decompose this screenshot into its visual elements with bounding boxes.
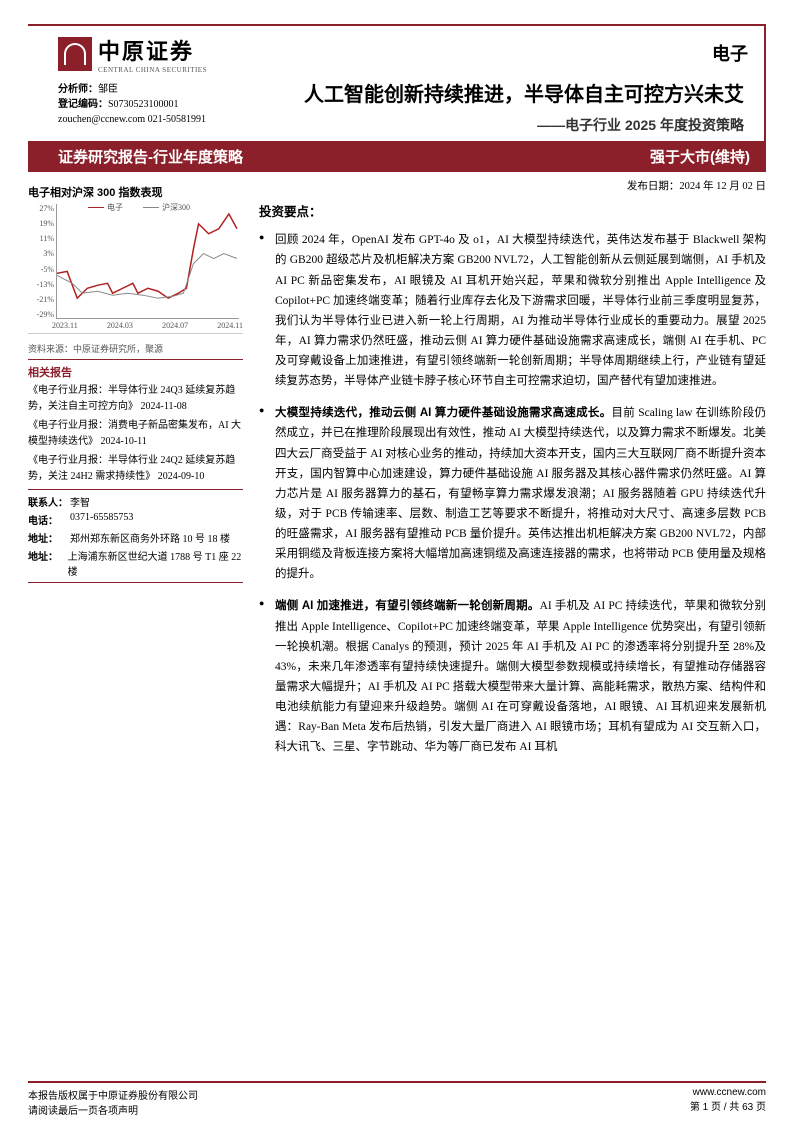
analyst-name: 邹臣 [98,84,118,95]
redbar-right: 强于大市(维持) [650,146,750,167]
contact-name: 李智 [70,494,90,509]
red-bar: 证券研究报告-行业年度策略 强于大市(维持) [28,141,766,172]
bullet-item: 大模型持续迭代，推动云侧 AI 算力硬件基础设施需求高速成长。目前 Scalin… [259,403,766,584]
tel-label: 电话： [28,512,70,527]
logo-text-cn: 中原证券 [98,34,207,66]
title-block: 人工智能创新持续推进，半导体自主可控方兴未艾 ——电子行业 2025 年度投资策… [268,82,748,135]
page-number: 第 1 页 / 共 63 页 [690,1098,766,1113]
addr1: 郑州郑东新区商务外环路 10 号 18 楼 [70,530,230,545]
related-report: 《电子行业月报：半导体行业 24Q2 延续复苏趋势，关注 24H2 需求持续性》… [28,453,243,485]
footer-url: www.ccnew.com [690,1087,766,1098]
addr-label: 地址： [28,548,68,578]
footer-disclaimer: 请阅读最后一页各项声明 [28,1102,198,1117]
footer-left: 本报告版权属于中原证券股份有限公司 请阅读最后一页各项声明 [28,1087,198,1117]
footer-copyright: 本报告版权属于中原证券股份有限公司 [28,1087,198,1102]
redbar-left: 证券研究报告-行业年度策略 [58,146,243,167]
chart-source: 资料来源：中原证券研究所，聚源 [28,342,243,355]
contact-head: 联系人： [28,494,70,509]
analyst-email: zouchen@ccnew.com [58,114,145,125]
addr-label: 地址： [28,530,70,545]
bullet-item: 端侧 AI 加速推进，有望引领终端新一轮创新周期。AI 手机及 AI PC 持续… [259,596,766,757]
logo-icon [58,37,92,71]
divider [28,582,243,583]
analyst-label: 分析师： [58,84,98,95]
divider [28,359,243,360]
reg-code: S0730523100001 [108,99,179,110]
content-row: 电子相对沪深 300 指数表现 电子 沪深300 27% 19% 11% 3% … [28,172,766,769]
sector-label: 电子 [712,34,752,66]
footer-right: www.ccnew.com 第 1 页 / 共 63 页 [690,1087,766,1117]
performance-chart: 电子 沪深300 27% 19% 11% 3% -5% -13% -21% -2… [28,204,243,334]
logo-block: 中原证券 CENTRAL CHINA SECURITIES [28,34,207,74]
left-column: 电子相对沪深 300 指数表现 电子 沪深300 27% 19% 11% 3% … [28,178,253,769]
related-head: 相关报告 [28,364,243,380]
analyst-block: 分析师：邹臣 登记编码：S0730523100001 zouchen@ccnew… [58,82,268,135]
header-row: 中原证券 CENTRAL CHINA SECURITIES 电子 [28,26,764,78]
addr2: 上海浦东新区世纪大道 1788 号 T1 座 22 楼 [68,548,243,578]
top-frame: 中原证券 CENTRAL CHINA SECURITIES 电子 分析师：邹臣 … [28,24,766,141]
info-title-row: 分析师：邹臣 登记编码：S0730523100001 zouchen@ccnew… [28,78,764,141]
chart-x-axis: 2023.11 2024.03 2024.07 2024.11 [52,321,243,333]
title-main: 人工智能创新持续推进，半导体自主可控方兴未艾 [268,82,744,109]
related-report: 《电子行业月报：消费电子新品密集发布，AI 大模型持续迭代》 2024-10-1… [28,418,243,450]
issue-date: 发布日期：2024 年 12 月 02 日 [259,178,766,196]
divider [28,489,243,490]
chart-y-axis: 27% 19% 11% 3% -5% -13% -21% -29% [28,204,56,319]
chart-title: 电子相对沪深 300 指数表现 [28,184,243,200]
bullet-item: 回顾 2024 年，OpenAI 发布 GPT-4o 及 o1，AI 大模型持续… [259,230,766,391]
bullet-list: 回顾 2024 年，OpenAI 发布 GPT-4o 及 o1，AI 大模型持续… [259,230,766,757]
footer-bar: 本报告版权属于中原证券股份有限公司 请阅读最后一页各项声明 www.ccnew.… [28,1081,766,1117]
reg-label: 登记编码： [58,99,108,110]
right-column: 发布日期：2024 年 12 月 02 日 投资要点： 回顾 2024 年，Op… [253,178,766,769]
related-report: 《电子行业月报：半导体行业 24Q3 延续复苏趋势，关注自主可控方向》 2024… [28,383,243,415]
title-sub: ——电子行业 2025 年度投资策略 [268,115,744,135]
section-head: 投资要点： [259,202,766,224]
chart-plot [56,204,239,319]
logo-text-en: CENTRAL CHINA SECURITIES [98,66,207,74]
tel-value: 0371-65585753 [70,512,133,527]
analyst-phone: 021-50581991 [148,114,206,125]
